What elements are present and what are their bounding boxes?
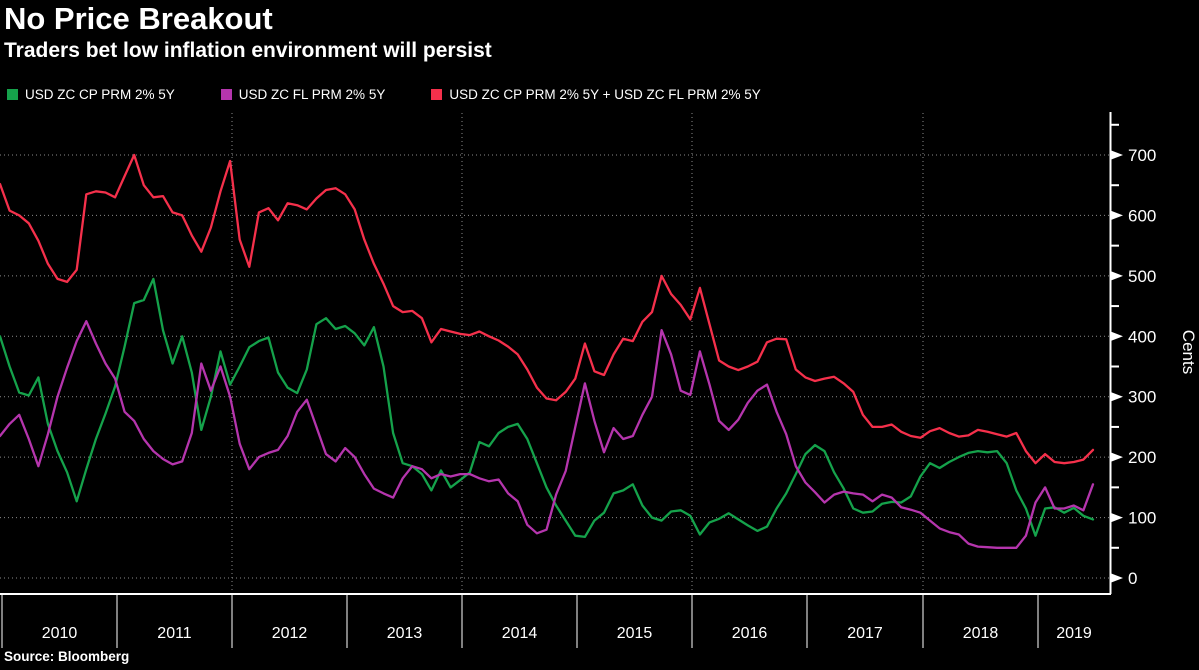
svg-text:2013: 2013	[387, 625, 423, 642]
svg-text:700: 700	[1128, 146, 1156, 165]
chart-header: No Price Breakout Traders bet low inflat…	[0, 0, 1199, 102]
legend-label-fl: USD ZC FL PRM 2% 5Y	[238, 87, 386, 102]
legend-label-sum: USD ZC CP PRM 2% 5Y + USD ZC FL PRM 2% 5…	[449, 87, 761, 102]
magenta-swatch-icon	[220, 89, 232, 100]
svg-text:0: 0	[1128, 569, 1137, 588]
red-swatch-icon	[431, 89, 443, 100]
svg-text:2011: 2011	[157, 625, 192, 642]
green-swatch-icon	[7, 89, 18, 100]
svg-text:100: 100	[1128, 509, 1156, 528]
legend: USD ZC CP PRM 2% 5Y USD ZC FL PRM 2% 5Y …	[7, 87, 761, 102]
chart-subtitle: Traders bet low inflation environment wi…	[4, 39, 492, 63]
svg-text:2016: 2016	[732, 625, 768, 642]
svg-text:300: 300	[1128, 388, 1156, 407]
svg-text:500: 500	[1128, 267, 1156, 286]
legend-item-fl: USD ZC FL PRM 2% 5Y	[220, 87, 386, 102]
svg-text:2015: 2015	[617, 625, 653, 642]
svg-text:200: 200	[1128, 448, 1156, 467]
y-axis-label: Cents	[1179, 330, 1198, 374]
svg-text:600: 600	[1128, 206, 1156, 225]
svg-text:2018: 2018	[963, 625, 999, 642]
svg-text:400: 400	[1128, 327, 1156, 346]
svg-text:2012: 2012	[272, 625, 308, 642]
legend-item-sum: USD ZC CP PRM 2% 5Y + USD ZC FL PRM 2% 5…	[431, 87, 761, 102]
svg-text:2019: 2019	[1056, 625, 1092, 642]
svg-text:2010: 2010	[42, 625, 78, 642]
svg-text:2017: 2017	[847, 625, 883, 642]
chart-title: No Price Breakout	[4, 1, 273, 36]
legend-item-cp: USD ZC CP PRM 2% 5Y	[7, 87, 175, 102]
legend-label-cp: USD ZC CP PRM 2% 5Y	[25, 87, 175, 102]
source-attribution: Source: Bloomberg	[4, 649, 130, 664]
svg-text:2014: 2014	[502, 625, 538, 642]
